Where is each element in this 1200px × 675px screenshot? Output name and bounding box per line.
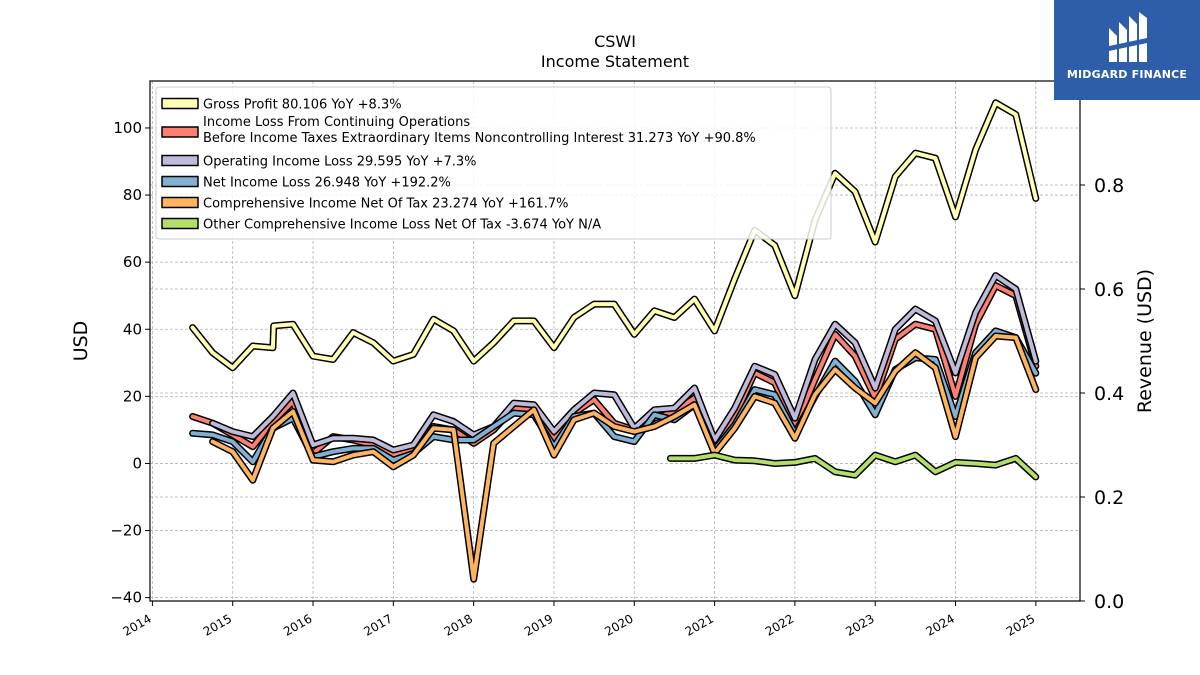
series-lines <box>189 99 1040 583</box>
legend-label: Net Income Loss 26.948 YoY +192.2% <box>203 176 451 191</box>
y-tick-label: −40 <box>110 589 142 607</box>
y2-axis-ticks: 0.0 0.2 0.4 0.6 0.8 <box>1080 175 1124 613</box>
series-2 <box>209 272 1040 454</box>
series-0 <box>189 99 1040 372</box>
series-line <box>210 334 1038 582</box>
series-line <box>668 453 1038 479</box>
brand-logo: MIDGARD FINANCE <box>1054 0 1200 100</box>
series-line <box>190 100 1038 370</box>
x-axis-ticks: 2014 2015 2016 2017 2018 2019 2020 2021 2022 2023… <box>120 601 1037 639</box>
x-tick-label: 2015 <box>201 611 234 638</box>
x-tick-label: 2019 <box>522 611 555 638</box>
x-tick-label: 2024 <box>924 611 957 638</box>
y-tick-label: 100 <box>113 119 142 137</box>
y2-tick-label: 0.4 <box>1094 383 1124 405</box>
legend-swatch <box>161 217 199 230</box>
chart-title: CSWI <box>594 32 636 51</box>
series-line <box>210 273 1038 452</box>
y-axis-label: USD <box>70 321 92 362</box>
legend-box <box>155 86 832 240</box>
legend: Gross Profit 80.106 YoY +8.3% Income Loss… <box>155 86 832 240</box>
y2-tick-label: 0.6 <box>1094 279 1124 301</box>
legend-swatch <box>161 175 199 188</box>
brand-mark-icon <box>1109 12 1147 62</box>
x-tick-label: 2020 <box>602 611 635 638</box>
y-tick-label: 40 <box>123 320 142 338</box>
series-5 <box>666 451 1040 481</box>
x-tick-label: 2017 <box>361 611 394 638</box>
legend-label: Comprehensive Income Net Of Tax 23.274 Y… <box>203 197 568 212</box>
plot-area-frame <box>149 80 1081 602</box>
y-tick-label: 0 <box>132 454 142 472</box>
y-tick-label: 20 <box>123 387 142 405</box>
brand-name: MIDGARD FINANCE <box>1066 68 1188 81</box>
legend-swatch <box>161 196 199 209</box>
x-tick-label: 2022 <box>763 611 796 638</box>
x-tick-label: 2023 <box>843 611 876 638</box>
series-4 <box>209 332 1040 583</box>
legend-swatch <box>161 126 199 138</box>
y-tick-label: 80 <box>123 186 142 204</box>
y-tick-label: 60 <box>123 253 142 271</box>
legend-label: Gross Profit 80.106 YoY +8.3% <box>203 98 402 113</box>
legend-label: Income Loss From Continuing Operations <box>203 115 470 130</box>
y-axis-ticks: −40 −20 0 20 40 60 80 100 <box>110 119 150 607</box>
x-tick-label: 2021 <box>683 611 716 638</box>
y2-tick-label: 0.0 <box>1094 591 1124 613</box>
chart-subtitle: Income Statement <box>541 52 689 71</box>
legend-label: Operating Income Loss 29.595 YoY +7.3% <box>203 155 477 170</box>
x-tick-label: 2018 <box>442 611 475 638</box>
y-tick-label: −20 <box>110 522 142 540</box>
x-tick-label: 2025 <box>1004 611 1037 638</box>
y2-tick-label: 0.2 <box>1094 487 1124 509</box>
legend-swatch <box>161 154 199 167</box>
legend-label: Other Comprehensive Income Loss Net Of T… <box>203 218 601 233</box>
legend-swatch <box>161 97 199 110</box>
y2-axis-label: Revenue (USD) <box>1134 269 1156 413</box>
x-tick-label: 2016 <box>281 611 314 638</box>
x-tick-label: 2014 <box>120 611 153 638</box>
y2-tick-label: 0.8 <box>1094 175 1124 197</box>
legend-label: Before Income Taxes Extraordinary Items … <box>203 131 756 146</box>
